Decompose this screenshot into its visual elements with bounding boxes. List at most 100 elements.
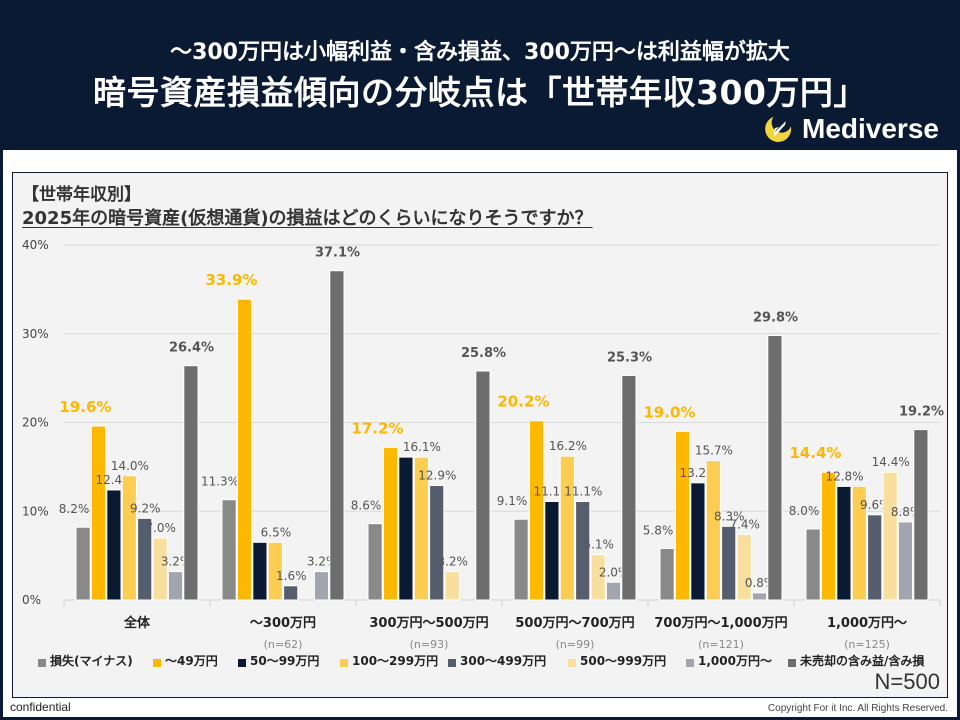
data-label: 9.2% <box>130 501 161 515</box>
legend-swatch <box>340 658 348 667</box>
legend-swatch <box>686 658 694 667</box>
data-label: 14.4% <box>872 455 910 469</box>
bar <box>736 533 752 601</box>
data-label: 8.3% <box>714 509 745 523</box>
data-label: 20.2% <box>497 393 549 411</box>
data-label: 29.8% <box>753 311 798 326</box>
category-label: 700万円～1,000万円 <box>654 616 787 631</box>
bar <box>605 581 622 601</box>
data-label: 8.6% <box>351 499 382 513</box>
bar <box>267 541 283 601</box>
data-label: 14.0% <box>111 459 149 473</box>
category-label: 1,000万円～ <box>827 616 907 631</box>
header-banner: ～300万円は小幅利益・含み損益、300万円～は利益幅が拡大 暗号資産損益傾向の… <box>0 0 960 150</box>
legend-item: 500～999万円 <box>568 652 666 669</box>
category-label: 300万円～500万円 <box>369 616 488 631</box>
data-label: 14.4% <box>789 444 841 462</box>
data-label: 26.4% <box>169 341 214 356</box>
chart-legend: 損失(マイナス) ～49万円 50～99万円 100～299万円 300～499万円 50… <box>38 652 938 670</box>
data-label: 5.1% <box>583 538 614 552</box>
data-label: 33.9% <box>205 271 257 289</box>
category-sample-size: (n=62) <box>264 638 303 651</box>
legend-swatch <box>238 658 246 667</box>
data-label: 16.2% <box>549 439 587 453</box>
legend-swatch <box>38 658 46 667</box>
data-label: 25.8% <box>461 346 506 361</box>
legend-item: 100～299万円 <box>340 652 438 669</box>
brand-logo: Mediverse <box>762 112 939 146</box>
data-label: 9.1% <box>497 494 528 508</box>
data-label: 19.6% <box>59 398 111 416</box>
bar <box>820 471 837 601</box>
bar <box>575 500 591 601</box>
bar <box>252 541 268 601</box>
y-tick-label: 10% <box>22 504 49 518</box>
bar <box>767 335 783 601</box>
bar <box>90 425 107 601</box>
bar <box>805 528 821 601</box>
bar <box>851 485 867 601</box>
legend-swatch <box>153 658 161 667</box>
legend-swatch <box>568 658 576 667</box>
bar <box>121 475 137 601</box>
legend-item: 未売却の含み益/含み損 <box>788 652 924 669</box>
bar <box>236 298 253 601</box>
data-label: 12.9% <box>418 469 456 483</box>
y-tick-label: 40% <box>22 238 49 252</box>
legend-label: ～49万円 <box>165 654 218 668</box>
bar <box>367 523 383 601</box>
legend-label: 1,000万円～ <box>698 654 772 668</box>
bar <box>590 554 606 601</box>
data-label: 11.3% <box>201 475 239 489</box>
bar <box>674 430 691 601</box>
data-label: 19.2% <box>899 405 944 420</box>
header-title: 暗号資産損益傾向の分岐点は「世帯年収300万円」 <box>93 73 867 112</box>
bar <box>183 365 199 601</box>
legend-label: 100～299万円 <box>352 654 439 668</box>
bar <box>313 571 330 601</box>
legend-item: ～49万円 <box>153 652 218 669</box>
data-label: 1.6% <box>276 569 307 583</box>
bar <box>75 526 91 601</box>
bar <box>398 456 414 601</box>
data-label: 17.2% <box>351 419 403 437</box>
data-label: 5.8% <box>643 524 674 538</box>
category-label: 全体 <box>123 615 151 631</box>
bar <box>705 460 721 601</box>
legend-label: 500～999万円 <box>580 654 667 668</box>
bar <box>544 500 560 601</box>
data-label: 37.1% <box>315 246 360 261</box>
total-sample-size: N=500 <box>874 669 940 694</box>
data-label: 11.1% <box>564 484 602 498</box>
category-label: ～300万円 <box>250 616 316 631</box>
legend-swatch <box>788 658 796 667</box>
bar <box>413 456 429 601</box>
bar <box>528 420 545 601</box>
bar <box>659 548 675 601</box>
bar <box>329 270 345 601</box>
data-label: 19.0% <box>643 403 695 421</box>
bar <box>690 482 706 601</box>
data-label: 12.8% <box>825 469 863 483</box>
category-sample-size: (n=125) <box>844 638 890 651</box>
legend-swatch <box>448 658 456 667</box>
bar <box>167 571 184 601</box>
bar <box>106 489 122 601</box>
category-sample-size: (n=121) <box>698 638 744 651</box>
bar <box>283 585 299 601</box>
bar <box>513 518 529 601</box>
y-tick-label: 20% <box>22 416 49 430</box>
legend-item: 1,000万円～ <box>686 652 772 669</box>
copyright-text: Copyright For it Inc. All Rights Reserve… <box>767 703 948 714</box>
legend-label: 300～499万円 <box>460 654 547 668</box>
category-sample-size: (n=93) <box>410 638 449 651</box>
brand-name: Mediverse <box>802 113 939 144</box>
bar <box>721 525 737 601</box>
data-label: 16.1% <box>403 440 441 454</box>
data-label: 7.0% <box>145 521 176 535</box>
data-label: 15.7% <box>695 444 733 458</box>
legend-item: 300～499万円 <box>448 652 546 669</box>
legend-label: 未売却の含み益/含み損 <box>800 654 925 668</box>
legend-label: 50～99万円 <box>250 654 320 668</box>
